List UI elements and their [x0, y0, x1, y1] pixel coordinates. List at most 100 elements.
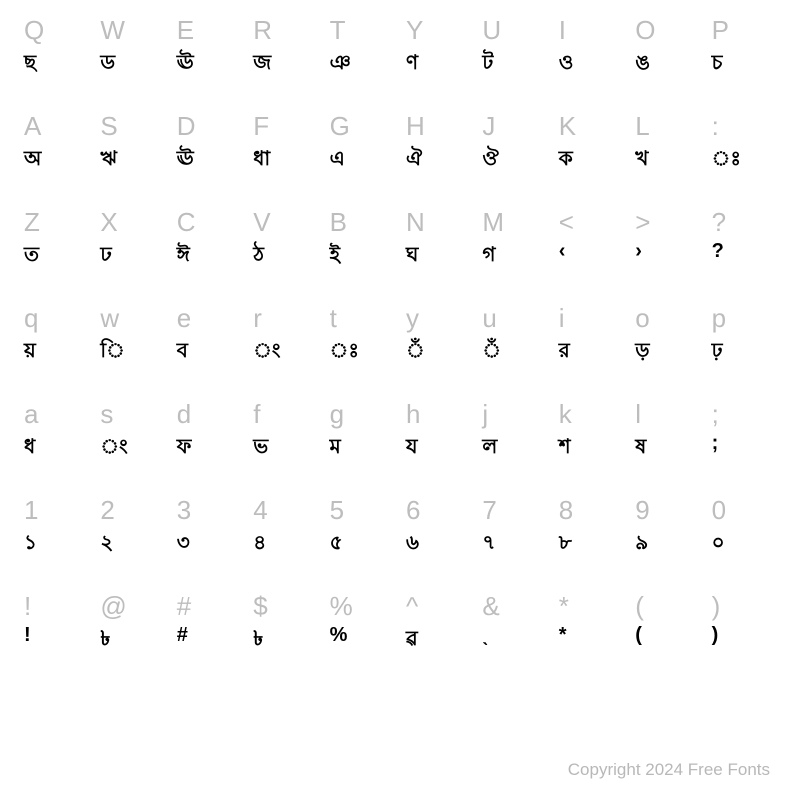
key-label: ? — [706, 202, 782, 240]
glyph-char: র — [553, 336, 629, 394]
glyph-char: ৮ — [553, 528, 629, 586]
glyph-char: ; — [706, 432, 782, 490]
glyph-char: ৬ — [400, 528, 476, 586]
glyph-char: ঈ — [171, 240, 247, 298]
glyph-char: ঘ — [400, 240, 476, 298]
key-label: P — [706, 10, 782, 48]
glyph-char: ৯ — [629, 528, 705, 586]
key-label: 9 — [629, 490, 705, 528]
glyph-char: % — [324, 624, 400, 682]
glyph-char: › — [629, 240, 705, 298]
key-label: & — [476, 586, 552, 624]
key-label: 5 — [324, 490, 400, 528]
glyph-char: ড় — [629, 336, 705, 394]
glyph-char: ৳ — [94, 624, 170, 682]
key-label: p — [706, 298, 782, 336]
glyph-char: ং — [247, 336, 323, 394]
key-label: 0 — [706, 490, 782, 528]
glyph-char: ৫ — [324, 528, 400, 586]
glyph-char: ক — [553, 144, 629, 202]
glyph-char: ২ — [94, 528, 170, 586]
key-label: q — [18, 298, 94, 336]
key-label: E — [171, 10, 247, 48]
key-label: @ — [94, 586, 170, 624]
glyph-char: ৪ — [247, 528, 323, 586]
key-label: s — [94, 394, 170, 432]
glyph-char: ৳ — [247, 624, 323, 682]
glyph-char: ? — [706, 240, 782, 298]
glyph-char: * — [553, 624, 629, 682]
key-label: 1 — [18, 490, 94, 528]
key-label: C — [171, 202, 247, 240]
glyph-char: ১ — [18, 528, 94, 586]
key-label: 2 — [94, 490, 170, 528]
glyph-char: ত — [18, 240, 94, 298]
key-label: R — [247, 10, 323, 48]
character-map-grid: QWERTYUIOPছডঊজঞণটওঙচASDFGHJKL:অঋঊধাএঐঔকখ… — [0, 0, 800, 682]
key-label: Z — [18, 202, 94, 240]
glyph-char: চ — [706, 48, 782, 106]
key-label: a — [18, 394, 94, 432]
glyph-char: ধা — [247, 144, 323, 202]
glyph-char: ব — [171, 336, 247, 394]
glyph-char: অ — [18, 144, 94, 202]
glyph-char: ও — [553, 48, 629, 106]
key-label: ( — [629, 586, 705, 624]
key-label: 6 — [400, 490, 476, 528]
key-label: X — [94, 202, 170, 240]
key-label: I — [553, 10, 629, 48]
key-label: T — [324, 10, 400, 48]
glyph-char: ই — [324, 240, 400, 298]
glyph-char: ঙ — [629, 48, 705, 106]
key-label: * — [553, 586, 629, 624]
glyph-char: # — [171, 624, 247, 682]
glyph-char: গ — [476, 240, 552, 298]
glyph-char: এ — [324, 144, 400, 202]
key-label: Y — [400, 10, 476, 48]
glyph-char: ফ — [171, 432, 247, 490]
glyph-char: ঠ — [247, 240, 323, 298]
glyph-char: ভ — [247, 432, 323, 490]
key-label: U — [476, 10, 552, 48]
key-label: < — [553, 202, 629, 240]
glyph-char: ষ — [629, 432, 705, 490]
glyph-char: শ — [553, 432, 629, 490]
key-label: # — [171, 586, 247, 624]
glyph-char: ঊ — [171, 48, 247, 106]
key-label: % — [324, 586, 400, 624]
key-label: B — [324, 202, 400, 240]
key-label: N — [400, 202, 476, 240]
glyph-char: ঊ — [171, 144, 247, 202]
key-label: $ — [247, 586, 323, 624]
key-label: V — [247, 202, 323, 240]
key-label: 3 — [171, 490, 247, 528]
key-label: > — [629, 202, 705, 240]
glyph-char: ঔ — [476, 144, 552, 202]
glyph-char: ˎ — [476, 624, 552, 682]
key-label: r — [247, 298, 323, 336]
key-label: W — [94, 10, 170, 48]
glyph-char: ! — [18, 624, 94, 682]
key-label: l — [629, 394, 705, 432]
key-label: ; — [706, 394, 782, 432]
key-label: t — [324, 298, 400, 336]
copyright-text: Copyright 2024 Free Fonts — [568, 760, 770, 780]
key-label: ! — [18, 586, 94, 624]
glyph-char: জ — [247, 48, 323, 106]
key-label: ^ — [400, 586, 476, 624]
glyph-char: ধ — [18, 432, 94, 490]
glyph-char: খ — [629, 144, 705, 202]
key-label: h — [400, 394, 476, 432]
glyph-char: ঐ — [400, 144, 476, 202]
glyph-char: ট — [476, 48, 552, 106]
glyph-char: ড — [94, 48, 170, 106]
glyph-char: য — [400, 432, 476, 490]
key-label: ) — [706, 586, 782, 624]
key-label: O — [629, 10, 705, 48]
glyph-char: ৭ — [476, 528, 552, 586]
glyph-char: ঋ — [94, 144, 170, 202]
key-label: D — [171, 106, 247, 144]
glyph-char: ঃ — [706, 144, 782, 202]
glyph-char: ( — [629, 624, 705, 682]
glyph-char: ঢ় — [706, 336, 782, 394]
